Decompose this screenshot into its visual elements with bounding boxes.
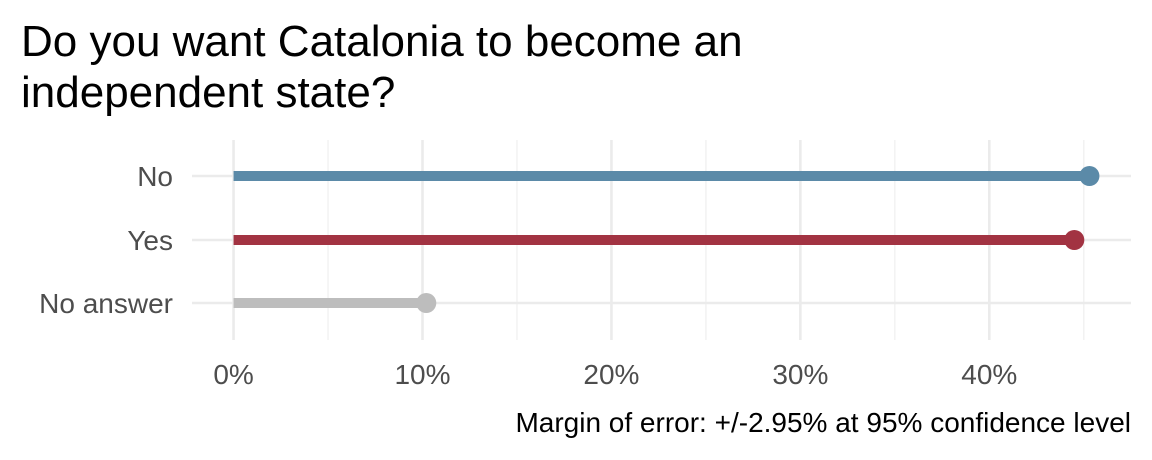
x-axis-labels: 0% 10% 20% 30% 40%: [213, 359, 1017, 390]
chart-title-line-1: Do you want Catalonia to become an: [21, 17, 743, 66]
lollipop-series: [233, 166, 1100, 313]
x-tick-label: 0%: [213, 359, 253, 390]
lollipop-point: [1064, 230, 1085, 250]
lollipop-point: [1079, 166, 1100, 186]
chart-caption: Margin of error: +/-2.95% at 95% confide…: [515, 407, 1131, 438]
y-axis-labels: No Yes No answer: [39, 161, 173, 319]
category-label: No: [137, 161, 173, 192]
chart-title-line-2: independent state?: [21, 68, 395, 117]
x-tick-label: 20%: [583, 359, 639, 390]
x-tick-label: 40%: [961, 359, 1017, 390]
x-tick-label: 30%: [772, 359, 828, 390]
x-tick-label: 10%: [394, 359, 450, 390]
category-label: Yes: [127, 225, 173, 256]
category-label: No answer: [39, 288, 173, 319]
lollipop-point: [416, 293, 437, 313]
